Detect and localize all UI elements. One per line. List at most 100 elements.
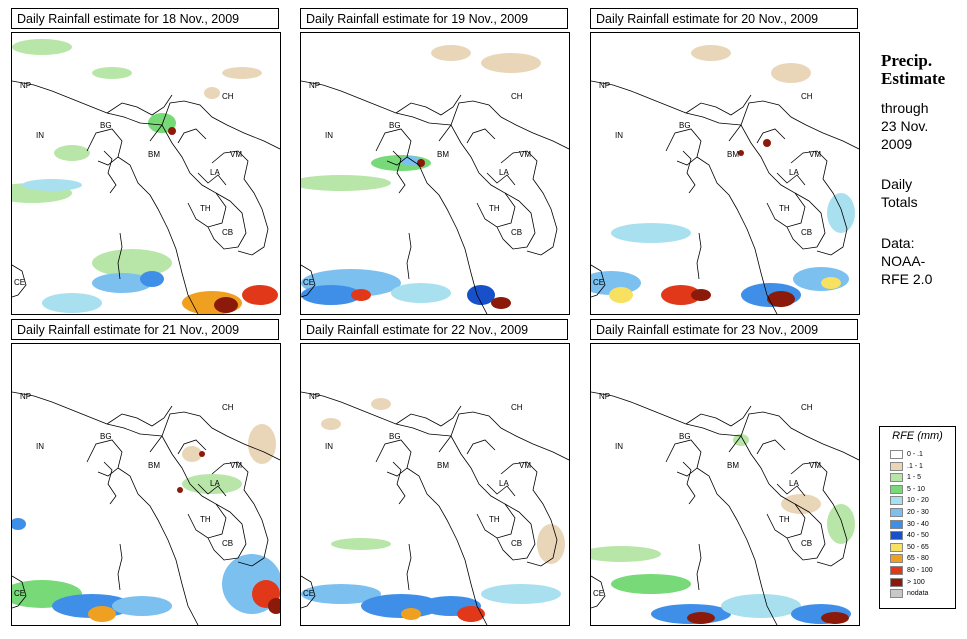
legend-label: nodata xyxy=(907,590,929,598)
legend-swatch xyxy=(890,484,903,494)
legend-label: 0 - .1 xyxy=(907,451,923,458)
country-label: IN xyxy=(615,442,623,451)
map-panel-21-nov: Daily Rainfall estimate for 21 Nov., 200… xyxy=(11,319,281,626)
period-text: through 23 Nov. 2009 xyxy=(881,99,928,153)
rainfall-patch xyxy=(301,584,381,604)
country-label: LA xyxy=(499,479,509,488)
country-label: BM xyxy=(727,150,739,159)
rainfall-patch xyxy=(182,474,242,494)
source-line-2: RFE 2.0 xyxy=(881,271,933,287)
country-border xyxy=(86,439,123,477)
legend-label: 65 - 80 xyxy=(907,555,929,563)
rainfall-patch xyxy=(321,418,341,430)
country-border xyxy=(486,483,516,497)
map-panel-19-nov: Daily Rainfall estimate for 19 Nov., 200… xyxy=(300,8,570,315)
country-label: BG xyxy=(679,432,691,441)
rainfall-patch xyxy=(821,277,841,289)
rainfall-patch xyxy=(331,538,391,550)
country-label: CE xyxy=(593,278,604,287)
country-label: CE xyxy=(303,589,314,598)
rainfall-patch xyxy=(301,285,361,305)
country-border xyxy=(406,156,488,314)
country-border xyxy=(392,150,406,194)
country-label: NP xyxy=(309,392,320,401)
legend-item: > 100 xyxy=(890,577,950,588)
country-border xyxy=(776,483,806,497)
country-border xyxy=(211,150,269,256)
legend-swatch xyxy=(890,508,903,517)
country-border xyxy=(728,435,806,539)
country-border xyxy=(486,172,516,186)
country-border xyxy=(682,150,696,194)
rainfall-patch xyxy=(371,398,391,410)
country-border xyxy=(682,461,696,505)
country-label: BM xyxy=(437,461,449,470)
legend-label: 5 - 10 xyxy=(907,485,925,493)
country-border xyxy=(301,264,316,298)
country-label: VM xyxy=(809,461,821,470)
country-border xyxy=(496,192,536,250)
country-label: CH xyxy=(801,92,813,101)
rainfall-patch xyxy=(177,487,183,493)
legend-label: 10 - 20 xyxy=(907,497,929,505)
country-border xyxy=(685,405,752,427)
country-border xyxy=(161,100,280,150)
rainfall-patch xyxy=(491,297,511,309)
legend-label: 80 - 100 xyxy=(907,567,933,574)
rainfall-patch xyxy=(112,596,172,616)
country-border xyxy=(103,150,117,194)
rainfall-patch xyxy=(242,285,278,305)
legend-item: 1 - 5 xyxy=(890,472,950,483)
country-label: CH xyxy=(511,92,523,101)
country-border xyxy=(207,192,247,250)
rainfall-patch xyxy=(42,293,102,313)
country-label: CE xyxy=(14,278,25,287)
country-border xyxy=(406,543,412,591)
panel-title: Daily Rainfall estimate for 22 Nov., 200… xyxy=(300,319,568,340)
rainfall-patch xyxy=(199,451,205,457)
country-label: TH xyxy=(489,515,500,524)
map-canvas: NP IN BG BM CH VM LA TH CB CE xyxy=(591,45,859,314)
country-border xyxy=(790,461,848,567)
country-border xyxy=(786,503,826,561)
country-label: CE xyxy=(14,589,25,598)
country-border xyxy=(395,94,462,116)
country-border xyxy=(117,232,123,280)
legend-swatch xyxy=(890,566,903,575)
rainfall-patch xyxy=(12,518,26,530)
country-label: CB xyxy=(222,539,233,548)
legend-item: 0 - .1 xyxy=(890,449,950,460)
country-border xyxy=(406,467,488,625)
rainfall-patch xyxy=(691,289,711,301)
country-label: CH xyxy=(801,403,813,412)
country-border xyxy=(591,391,742,437)
country-label: CB xyxy=(222,228,233,237)
rainfall-patch xyxy=(204,87,220,99)
country-border xyxy=(728,124,806,228)
map-canvas: NP IN BG BM CH VM LA TH CB CE xyxy=(12,391,280,625)
rainfall-patch xyxy=(537,524,565,564)
country-border xyxy=(450,411,569,461)
legend-swatch xyxy=(890,519,903,529)
legend-item: 65 - 80 xyxy=(890,553,950,564)
country-label: CB xyxy=(801,539,812,548)
country-border xyxy=(395,405,462,427)
rainfall-patch xyxy=(12,39,72,55)
rainfall-patch xyxy=(793,267,849,291)
country-border xyxy=(696,156,778,314)
rainfall-patch xyxy=(391,283,451,303)
country-border xyxy=(696,232,702,280)
rainfall-patch xyxy=(88,606,116,622)
country-label: CE xyxy=(593,589,604,598)
country-border xyxy=(466,128,496,144)
country-label: VM xyxy=(519,150,531,159)
country-border xyxy=(197,172,227,186)
country-label: BG xyxy=(679,121,691,130)
legend-item: 20 - 30 xyxy=(890,507,950,518)
rainfall-patch xyxy=(268,598,280,614)
country-border xyxy=(696,543,702,591)
legend-item: 40 - 50 xyxy=(890,530,950,541)
legend-swatch xyxy=(890,589,903,599)
country-label: VM xyxy=(519,461,531,470)
country-label: CH xyxy=(222,92,234,101)
